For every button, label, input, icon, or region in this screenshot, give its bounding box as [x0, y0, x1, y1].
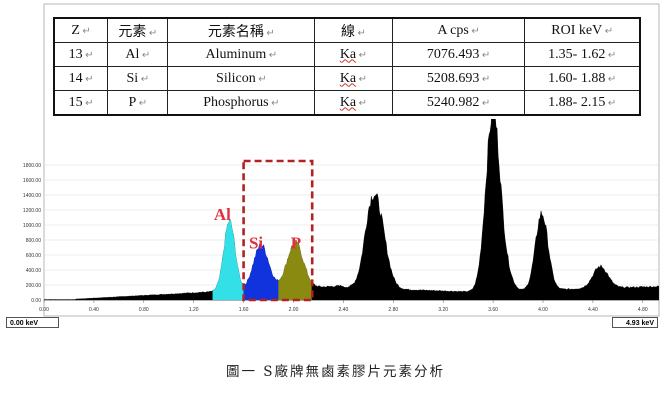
cell-z: 15 ↵ — [53, 90, 109, 116]
highlight-box — [242, 159, 314, 302]
region-layer — [212, 218, 312, 300]
energy-start-readout: 0.00 keV — [6, 317, 59, 328]
y-tick-label: 800.00 — [26, 238, 42, 244]
cell-cps: 5240.982 ↵ — [391, 90, 526, 116]
roi-area-al — [212, 218, 246, 300]
figure-caption: 圖一 S廠牌無鹵素膠片元素分析 — [225, 364, 446, 380]
energy-end-readout: 4.93 keV — [612, 317, 658, 328]
x-tick-label: 2.80 — [388, 307, 398, 313]
spectrum-area — [44, 119, 659, 300]
y-tick-label: 0.00 — [31, 298, 41, 304]
cell-symbol: Al ↵ — [107, 42, 169, 67]
table-header-row: Z ↵ 元素 ↵ 元素名稱 ↵ 線 ↵ A cps ↵ ROI keV ↵ — [53, 17, 641, 43]
cell-name: Aluminum ↵ — [167, 42, 316, 67]
table-row: 15 ↵ P ↵ Phosphorus ↵ Ka ↵ 5240.982 ↵ 1.… — [53, 90, 641, 116]
roi-area-p — [278, 240, 312, 300]
box-layer — [242, 159, 314, 302]
cell-symbol: P ↵ — [107, 90, 169, 116]
y-tick-label: 1800.00 — [23, 163, 41, 169]
header-cps: A cps ↵ — [391, 17, 526, 43]
x-tick-label: 0.40 — [89, 307, 99, 313]
element-label-al: Al — [214, 205, 231, 224]
table-row: 14 ↵ Si ↵ Silicon ↵ Ka ↵ 5208.693 ↵ 1.60… — [53, 66, 641, 91]
element-label-si: Si — [249, 233, 263, 252]
cell-line: Ka ↵ — [314, 90, 393, 116]
x-tick-label: 4.80 — [638, 307, 648, 313]
cell-line: Ka ↵ — [314, 66, 393, 91]
x-tick-label: 1.20 — [189, 307, 199, 313]
cell-z: 13 ↵ — [53, 42, 109, 67]
y-tick-label: 1400.00 — [23, 193, 41, 199]
roi-area-si — [243, 243, 279, 300]
cell-symbol: Si ↵ — [107, 66, 169, 91]
cell-name: Silicon ↵ — [167, 66, 316, 91]
roi-table: Z ↵ 元素 ↵ 元素名稱 ↵ 線 ↵ A cps ↵ ROI keV ↵ 13… — [53, 17, 641, 116]
x-tick-label: 3.60 — [488, 307, 498, 313]
cell-z: 14 ↵ — [53, 66, 109, 91]
spectrum-figure: 0.00 200.00 400.00 600.00 800.00 1000.00 1200.… — [6, 3, 660, 328]
cell-roi: 1.88- 2.15 ↵ — [524, 90, 641, 116]
x-tick-label: 4.40 — [588, 307, 598, 313]
spectrum-layer — [44, 119, 659, 300]
cell-name: Phosphorus ↵ — [167, 90, 316, 116]
x-tick-label: 0.00 — [39, 307, 49, 313]
cell-cps: 5208.693 ↵ — [391, 66, 526, 91]
x-tick-label: 0.80 — [139, 307, 149, 313]
grid-layer — [44, 164, 659, 301]
header-element: 元素 ↵ — [107, 17, 169, 43]
x-tick-label: 2.00 — [289, 307, 299, 313]
y-tick-label: 400.00 — [26, 268, 42, 274]
header-roi: ROI keV ↵ — [524, 17, 641, 43]
cell-cps: 7076.493 ↵ — [391, 42, 526, 67]
element-label-p: P — [291, 233, 301, 252]
label-layer: Al Si P — [214, 205, 301, 253]
header-z: Z ↵ — [53, 17, 109, 43]
y-tick-label: 1000.00 — [23, 223, 41, 229]
x-tick-label: 3.20 — [438, 307, 448, 313]
y-tick-label: 600.00 — [26, 253, 42, 259]
header-line: 線 ↵ — [314, 17, 393, 43]
header-element-name: 元素名稱 ↵ — [167, 17, 316, 43]
x-tick-label: 1.60 — [239, 307, 249, 313]
cell-roi: 1.35- 1.62 ↵ — [524, 42, 641, 67]
y-tick-label: 1200.00 — [23, 208, 41, 214]
x-tick-label: 4.00 — [538, 307, 548, 313]
table-row: 13 ↵ Al ↵ Aluminum ↵ Ka ↵ 7076.493 ↵ 1.3… — [53, 42, 641, 67]
y-tick-label: 200.00 — [26, 283, 42, 289]
x-tick-label: 2.40 — [339, 307, 349, 313]
cell-line: Ka ↵ — [314, 42, 393, 67]
cell-roi: 1.60- 1.88 ↵ — [524, 66, 641, 91]
y-tick-label: 1600.00 — [23, 178, 41, 184]
